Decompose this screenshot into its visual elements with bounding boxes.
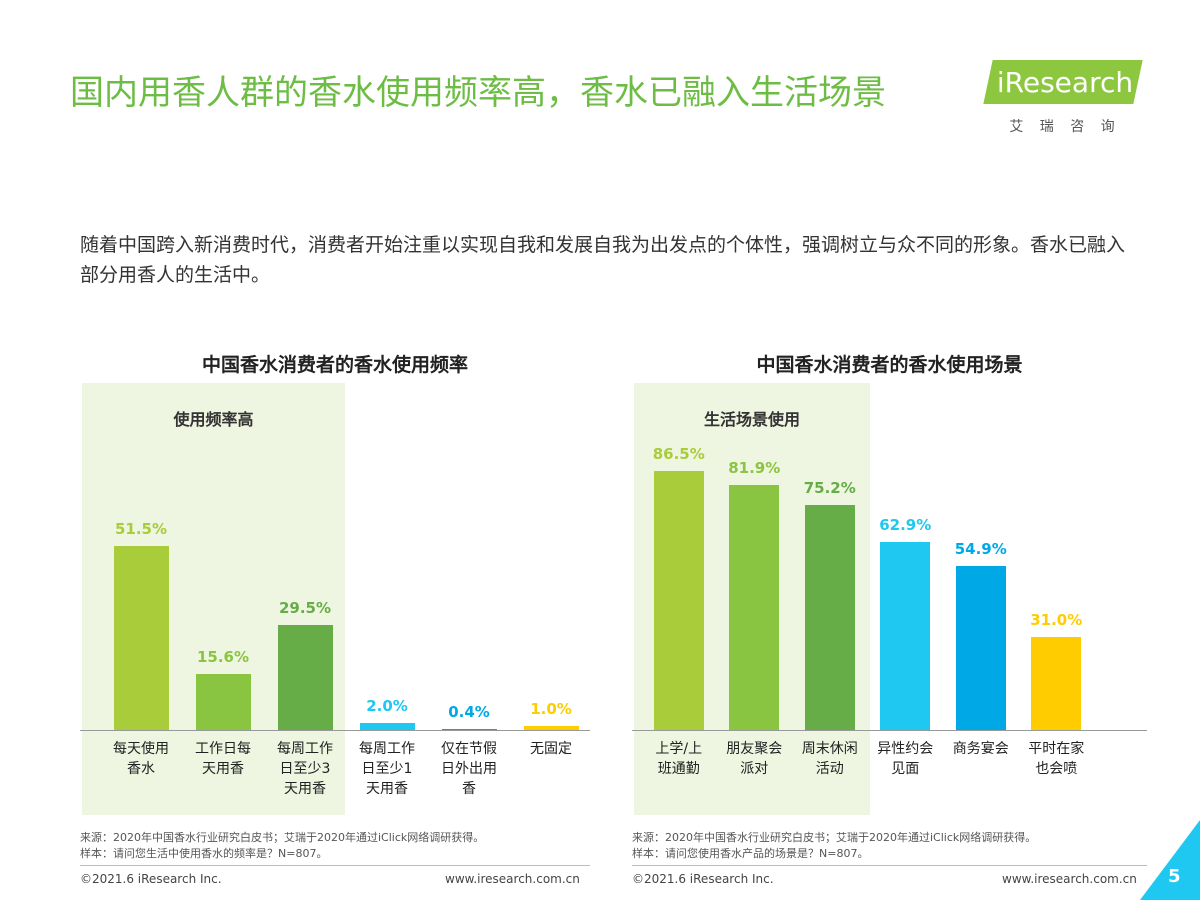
sample-note: 样本：请问您生活中使用香水的频率是？N=807。	[80, 847, 328, 860]
value-label: 75.2%	[803, 479, 856, 498]
value-label: 15.6%	[196, 648, 250, 667]
bar	[955, 565, 1006, 730]
value-label: 31.0%	[1030, 611, 1083, 630]
category-label: 无固定	[530, 741, 572, 757]
separator	[632, 865, 1147, 866]
bar	[653, 471, 704, 730]
slide-title: 国内用香人群的香水使用频率高，香水已融入生活场景	[70, 73, 886, 113]
bar	[277, 624, 333, 730]
sample-note: 样本：请问您使用香水产品的场景是？N=807。	[632, 847, 869, 860]
category-label: 周末休闲 活动	[801, 741, 858, 777]
category-label: 朋友聚会 派对	[726, 741, 783, 777]
bar	[1031, 637, 1082, 730]
category-label: 商务宴会	[952, 741, 1009, 757]
value-label: 2.0%	[366, 696, 408, 715]
value-label: 29.5%	[278, 598, 332, 617]
bar	[359, 722, 415, 730]
category-label: 每周工作 日至少1 天用香	[359, 741, 415, 797]
separator	[80, 865, 590, 866]
logo-name: iResearch	[996, 66, 1134, 99]
logo-tagline: 艾 瑞 咨 询	[1009, 119, 1121, 135]
website: www.iresearch.com.cn	[1002, 872, 1137, 886]
copyright: ©2021.6 iResearch Inc.	[632, 872, 774, 886]
source-note: 来源：2020年中国香水行业研究白皮书；艾瑞于2020年通过iClick网络调研…	[80, 831, 485, 844]
copyright: ©2021.6 iResearch Inc.	[80, 872, 222, 886]
baseline	[80, 730, 590, 731]
value-label: 51.5%	[114, 520, 168, 539]
bar	[523, 726, 579, 730]
category-label: 每天使用 香水	[113, 741, 169, 777]
value-label: 81.9%	[728, 459, 781, 478]
value-label: 1.0%	[530, 700, 572, 719]
website: www.iresearch.com.cn	[445, 872, 580, 886]
category-label: 仅在节假 日外出用 香	[441, 741, 497, 797]
baseline	[632, 730, 1147, 731]
value-label: 62.9%	[879, 515, 932, 534]
bar	[113, 546, 169, 730]
bar	[804, 505, 855, 730]
highlight-label: 使用频率高	[173, 410, 254, 429]
category-label: 平时在家 也会喷	[1028, 741, 1085, 777]
category-label: 每周工作 日至少3 天用香	[277, 741, 333, 797]
bar	[729, 485, 780, 730]
value-label: 0.4%	[448, 702, 490, 721]
chart-title: 中国香水消费者的香水使用频率	[201, 354, 468, 376]
value-label: 54.9%	[954, 539, 1007, 558]
bar	[880, 541, 931, 730]
intro-text: 随着中国跨入新消费时代，消费者开始注重以实现自我和发展自我为出发点的个体性，强调…	[80, 234, 1126, 286]
source-note: 来源：2020年中国香水行业研究白皮书；艾瑞于2020年通过iClick网络调研…	[632, 831, 1037, 844]
value-label: 86.5%	[652, 445, 705, 464]
bar	[195, 674, 251, 730]
category-label: 工作日每 天用香	[195, 741, 251, 777]
page-number: 5	[1168, 866, 1181, 887]
category-label: 上学/上 班通勤	[655, 741, 703, 777]
category-label: 异性约会 见面	[877, 741, 934, 777]
bar	[441, 728, 497, 730]
highlight-label: 生活场景使用	[703, 410, 800, 429]
chart-title: 中国香水消费者的香水使用场景	[756, 354, 1023, 376]
corner-triangle	[1140, 820, 1200, 900]
